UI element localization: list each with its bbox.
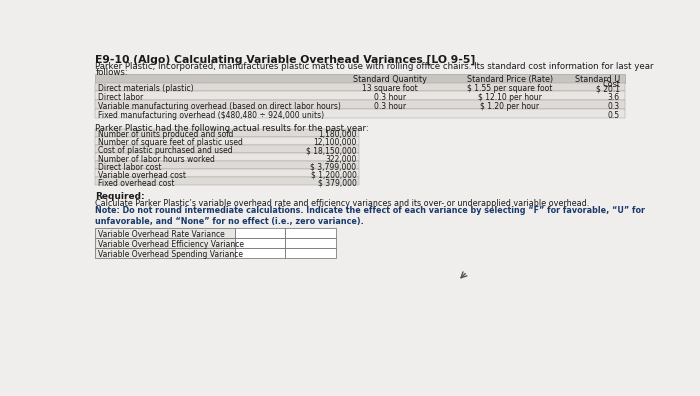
Text: follows:: follows: — [95, 68, 128, 77]
Text: $ 3,799,000: $ 3,799,000 — [310, 163, 356, 171]
Text: 0.3 hour: 0.3 hour — [374, 102, 406, 111]
Text: 322,000: 322,000 — [325, 154, 356, 164]
Text: 0.3 hour: 0.3 hour — [374, 93, 406, 102]
Text: 3.6: 3.6 — [608, 93, 620, 102]
Text: Cost of plastic purchased and used: Cost of plastic purchased and used — [97, 147, 232, 156]
Bar — [234, 238, 285, 248]
Text: Variable Overhead Spending Variance: Variable Overhead Spending Variance — [97, 250, 243, 259]
Bar — [285, 238, 335, 248]
Text: Variable overhead cost: Variable overhead cost — [97, 171, 186, 180]
Text: Parker Plastic, Incorporated, manufactures plastic mats to use with rolling offi: Parker Plastic, Incorporated, manufactur… — [95, 62, 654, 71]
Text: Variable Overhead Efficiency Variance: Variable Overhead Efficiency Variance — [97, 240, 244, 249]
Text: $ 1,200,000: $ 1,200,000 — [311, 171, 356, 180]
Text: Variable Overhead Rate Variance: Variable Overhead Rate Variance — [97, 230, 224, 239]
Text: Number of labor hours worked: Number of labor hours worked — [97, 154, 214, 164]
Bar — [95, 129, 358, 137]
Bar — [95, 177, 358, 185]
Bar — [285, 228, 335, 238]
Bar — [234, 228, 285, 238]
Text: $ 1.20 per hour: $ 1.20 per hour — [480, 102, 540, 111]
Text: 1,180,000: 1,180,000 — [318, 130, 356, 139]
Text: Fixed manufacturing overhead ($480,480 ÷ 924,000 units): Fixed manufacturing overhead ($480,480 ÷… — [97, 111, 323, 120]
Text: Required:: Required: — [95, 192, 145, 201]
Text: Cost: Cost — [602, 80, 620, 89]
Text: Standard Quantity: Standard Quantity — [353, 75, 427, 84]
Bar — [234, 248, 285, 258]
Text: $ 20.1: $ 20.1 — [596, 84, 620, 93]
Text: $ 12.10 per hour: $ 12.10 per hour — [478, 93, 542, 102]
Bar — [95, 161, 358, 169]
Bar — [95, 228, 234, 238]
Text: $ 1.55 per square foot: $ 1.55 per square foot — [467, 84, 552, 93]
Text: Standard Price (Rate): Standard Price (Rate) — [467, 75, 553, 84]
Bar — [95, 238, 234, 248]
Text: Direct labor cost: Direct labor cost — [97, 163, 161, 171]
Bar — [95, 109, 624, 118]
Text: Variable manufacturing overhead (based on direct labor hours): Variable manufacturing overhead (based o… — [97, 102, 340, 111]
Text: Number of units produced and sold: Number of units produced and sold — [97, 130, 233, 139]
Text: Standard U: Standard U — [575, 75, 620, 84]
Text: Direct materials (plastic): Direct materials (plastic) — [97, 84, 193, 93]
Text: Parker Plastic had the following actual results for the past year:: Parker Plastic had the following actual … — [95, 124, 369, 133]
Text: Calculate Parker Plastic’s variable overhead rate and efficiency variances and i: Calculate Parker Plastic’s variable over… — [95, 199, 589, 208]
Bar — [95, 248, 234, 258]
Text: 0.3: 0.3 — [608, 102, 620, 111]
Text: 13 square foot: 13 square foot — [362, 84, 418, 93]
Bar — [95, 145, 358, 153]
Bar — [95, 91, 624, 100]
Text: Direct labor: Direct labor — [97, 93, 143, 102]
Text: $ 18,150,000: $ 18,150,000 — [306, 147, 356, 156]
Text: 12,100,000: 12,100,000 — [313, 138, 356, 147]
Bar — [285, 248, 335, 258]
Text: Note: Do not round intermediate calculations. Indicate the effect of each varian: Note: Do not round intermediate calculat… — [95, 206, 645, 226]
Bar — [95, 74, 624, 82]
Text: E9-10 (Algo) Calculating Variable Overhead Variances [LO 9-5]: E9-10 (Algo) Calculating Variable Overhe… — [95, 54, 475, 65]
Text: Number of square feet of plastic used: Number of square feet of plastic used — [97, 138, 242, 147]
Bar — [95, 137, 358, 145]
Bar — [95, 169, 358, 177]
Text: 0.5: 0.5 — [608, 111, 620, 120]
Bar — [95, 153, 358, 161]
Bar — [95, 100, 624, 109]
Text: $ 379,000: $ 379,000 — [318, 179, 356, 188]
Bar — [95, 82, 624, 91]
Text: Fixed overhead cost: Fixed overhead cost — [97, 179, 174, 188]
